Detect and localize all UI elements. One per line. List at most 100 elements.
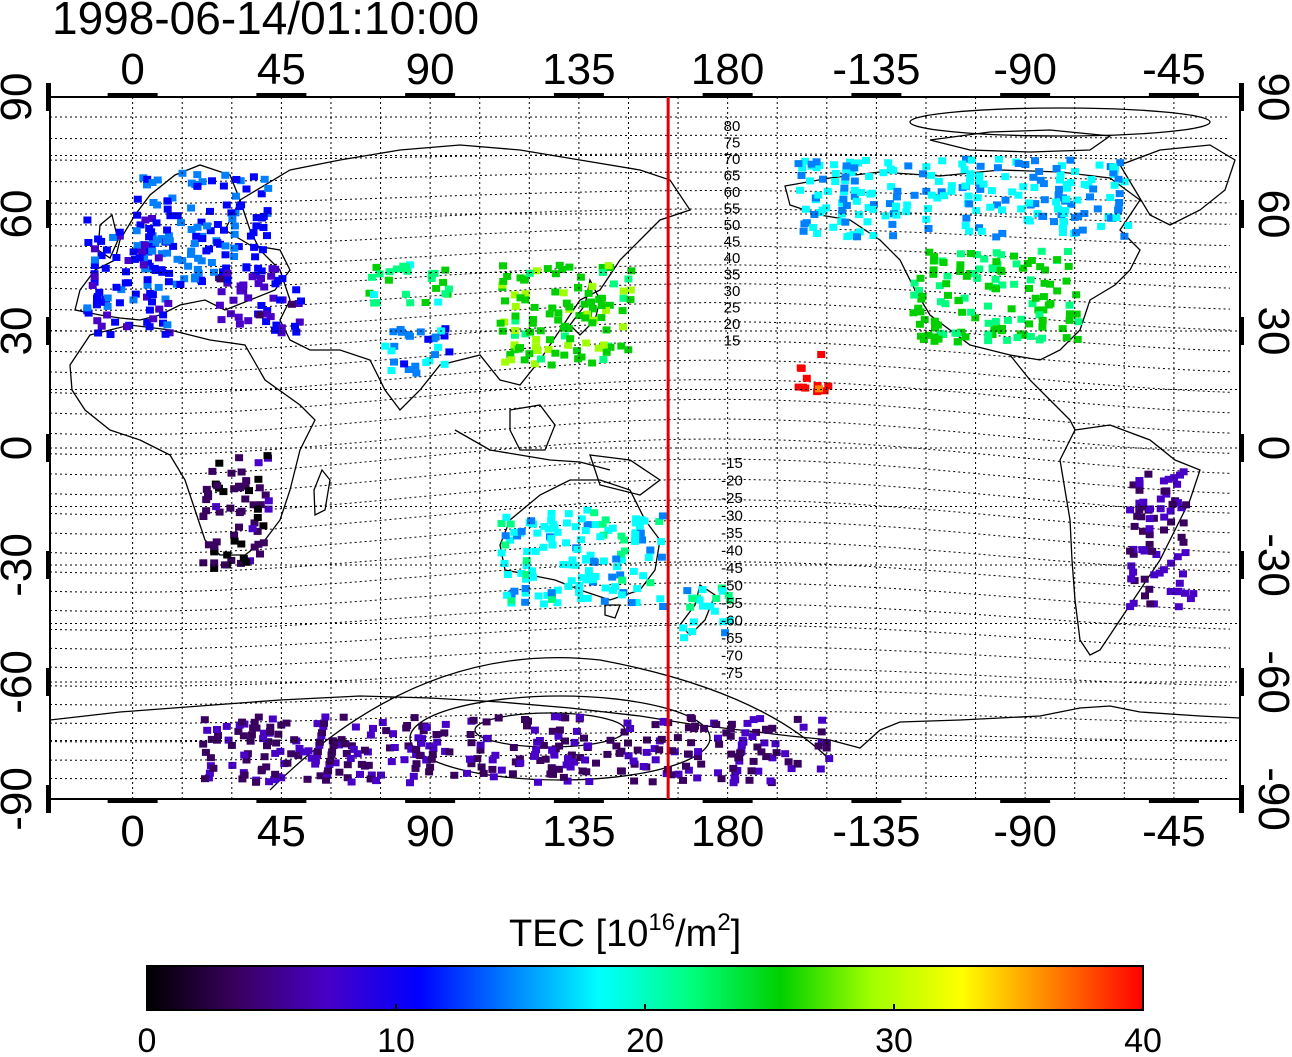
tec-patch (115, 228, 124, 236)
tec-patch (441, 266, 450, 274)
tec-patch (299, 748, 308, 756)
tec-patch (404, 366, 413, 373)
tec-patch (421, 299, 430, 306)
tec-patch (235, 454, 244, 462)
tec-patch (387, 758, 396, 766)
tec-patch (410, 714, 419, 722)
tec-patch (924, 225, 933, 232)
tec-patch (292, 286, 301, 294)
tec-patch (432, 284, 441, 292)
tec-patch (714, 769, 722, 777)
tec-patch (727, 750, 736, 758)
tec-patch (157, 250, 166, 258)
tec-patch (1064, 262, 1073, 270)
tec-patch (403, 267, 412, 275)
tec-patch (615, 749, 624, 757)
tec-patch (1135, 480, 1144, 488)
tec-patch (207, 735, 216, 743)
tec-patch (984, 302, 992, 310)
tec-patch (208, 177, 216, 185)
tec-patch (530, 360, 539, 368)
tec-patch (529, 316, 537, 323)
tec-patch (547, 509, 556, 517)
tec-patch (510, 331, 519, 339)
tec-patch (390, 358, 398, 366)
tec-patch (521, 330, 530, 338)
tec-patch (1181, 589, 1189, 597)
lon-tick-bottom (553, 798, 604, 803)
tec-patch (213, 482, 222, 490)
contour-label: 25 (724, 300, 741, 317)
tec-patch (250, 243, 259, 251)
contour-label: 75 (724, 135, 741, 152)
tec-patch (1050, 218, 1058, 226)
tec-patch (551, 270, 560, 278)
tec-patch (548, 541, 557, 549)
tec-patch (406, 779, 414, 787)
tec-patch (488, 756, 497, 764)
tec-patch (548, 766, 557, 774)
tec-patch (264, 184, 273, 192)
tec-patch (601, 584, 610, 592)
contour-line (50, 283, 1231, 311)
tec-patch (724, 592, 733, 599)
tec-patch (850, 177, 859, 185)
lon-tick-label-top: -90 (993, 45, 1057, 94)
tec-patch (842, 166, 851, 174)
tec-patch (624, 752, 633, 760)
lon-tick-top (702, 93, 753, 98)
tec-patch (257, 275, 265, 282)
tec-patch (756, 715, 765, 723)
tec-patch (257, 267, 266, 275)
tec-patch (602, 306, 610, 314)
tec-patch (130, 255, 139, 263)
tec-patch (651, 756, 660, 764)
tec-patch (441, 325, 450, 333)
tec-patch (223, 269, 232, 277)
tec-patch (919, 170, 927, 178)
tec-patch (375, 270, 384, 278)
tec-patch (1065, 301, 1074, 309)
tec-patch (406, 261, 415, 269)
tec-patch (393, 265, 401, 273)
tec-patch (992, 249, 1001, 257)
tec-patch (841, 177, 850, 185)
tec-patch (800, 220, 809, 228)
tec-patch (997, 251, 1006, 259)
tec-patch (1021, 161, 1030, 168)
tec-patch (161, 295, 170, 303)
contour-line (50, 171, 1231, 183)
tec-patch (684, 750, 692, 758)
lat-tick-left (46, 668, 51, 696)
tec-patch (390, 744, 399, 751)
tec-patch (910, 191, 919, 199)
tec-patch (975, 177, 984, 185)
tec-patch (823, 187, 832, 195)
contour-line (50, 398, 1231, 436)
tec-patch (597, 294, 606, 302)
lon-tick-label-top: 0 (120, 45, 144, 94)
tec-patch (540, 523, 549, 530)
tec-patch (597, 314, 606, 322)
colorbar: TEC [1016/m2] 0 10 20 30 40 (138, 909, 1162, 1057)
tec-patch (824, 382, 833, 390)
tec-patch (263, 452, 272, 460)
tec-patch (965, 227, 974, 235)
tec-patch (250, 543, 259, 551)
tec-patch (254, 459, 263, 467)
tec-patch (1035, 336, 1044, 344)
tec-patch (337, 736, 346, 744)
tec-patch (646, 546, 655, 554)
lat-tick-label-left: -90 (0, 767, 41, 831)
tec-patch (149, 199, 158, 206)
tec-patch (582, 575, 591, 583)
tec-patch (562, 519, 571, 527)
tec-patch (869, 205, 878, 213)
tec-patch (152, 219, 161, 227)
tec-patch (320, 719, 328, 727)
antarctica-coastline (50, 695, 1240, 749)
tec-patch (1179, 538, 1188, 546)
tec-patch (143, 175, 152, 183)
tec-patch (117, 286, 126, 294)
tec-patch (737, 741, 746, 749)
